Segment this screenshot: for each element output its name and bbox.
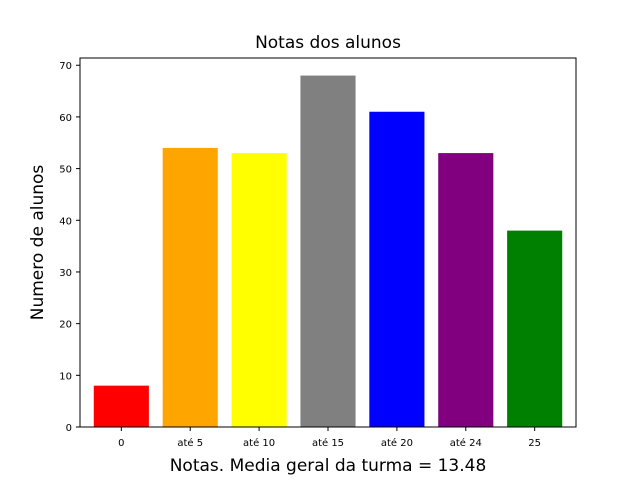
- x-tick-label: até 10: [243, 437, 275, 449]
- plot-frame: [79, 57, 577, 428]
- bar-3: [300, 75, 356, 428]
- y-axis-ticks: 0 10 20 30 40 50 60 70: [59, 61, 80, 434]
- x-tick-label: até 20: [381, 437, 413, 449]
- bars-layer: [93, 75, 563, 428]
- y-tick-label: 60: [59, 113, 72, 124]
- x-tick-label: até 5: [177, 437, 203, 449]
- x-axis-ticks: 0 até 5 até 10 até 15 até 20 até 24 25: [118, 427, 541, 449]
- bar-5: [438, 153, 494, 427]
- bar-0: [93, 385, 149, 427]
- y-tick-label: 10: [59, 371, 72, 382]
- bar-2: [231, 153, 287, 427]
- x-tick-label: 0: [118, 438, 124, 449]
- y-tick-label: 20: [59, 320, 72, 331]
- y-tick-label: 30: [59, 268, 72, 279]
- chart-title: Notas dos alunos: [255, 33, 401, 53]
- x-tick-label: até 24: [450, 437, 482, 449]
- bar-6: [507, 230, 563, 427]
- y-tick-label: 70: [59, 61, 72, 72]
- y-axis-label: Numero de alunos: [28, 165, 48, 321]
- y-tick-label: 50: [59, 165, 72, 176]
- y-tick-label: 40: [59, 216, 72, 227]
- x-axis-label: Notas. Media geral da turma = 13.48: [170, 456, 487, 476]
- x-tick-label: 25: [528, 438, 541, 449]
- y-tick-label: 0: [66, 423, 72, 434]
- x-tick-label: até 15: [312, 437, 344, 449]
- bar-4: [369, 111, 425, 428]
- bar-1: [162, 147, 218, 427]
